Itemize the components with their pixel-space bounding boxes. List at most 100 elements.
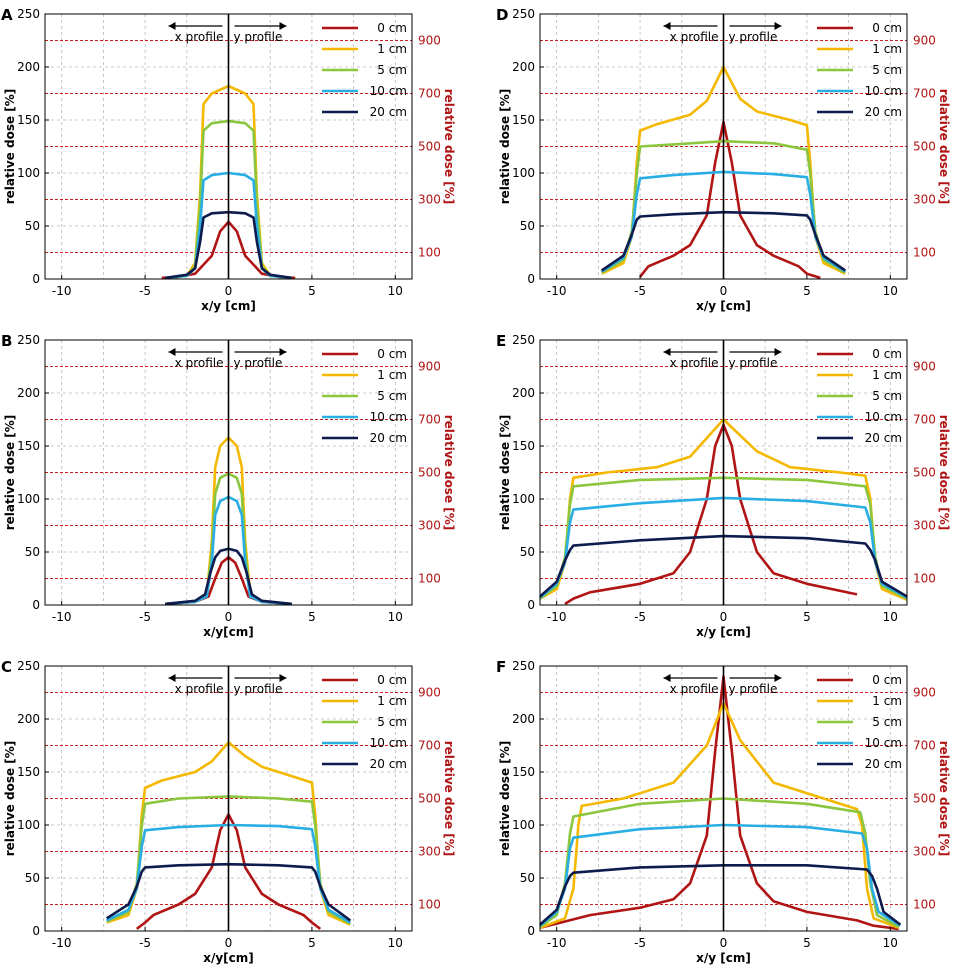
y-right-tick-label: 900 xyxy=(418,686,441,700)
y-axis-label: relative dose [%] xyxy=(3,89,17,205)
y-axis-label: relative dose [%] xyxy=(3,415,17,531)
legend-label: 20 cm xyxy=(370,105,407,119)
y-right-tick-label: 100 xyxy=(913,898,936,912)
y-tick-label: 250 xyxy=(17,333,40,347)
panel-a: A-10 -5 0 5 10050100150200250100300500700900… xyxy=(1,6,456,313)
panel-c: C-10 -5 0 5 10050100150200250100300500700900… xyxy=(1,658,456,965)
y-tick-label: 200 xyxy=(17,60,40,74)
y-profile-arrowhead xyxy=(774,22,782,30)
y-tick-label: 150 xyxy=(512,439,535,453)
legend-label: 5 cm xyxy=(377,715,407,729)
y-tick-label: 50 xyxy=(25,871,40,885)
y-right-tick-label: 700 xyxy=(418,739,441,753)
x-tick-label: 5 xyxy=(308,936,316,950)
y-tick-label: 200 xyxy=(17,712,40,726)
y-tick-label: 50 xyxy=(520,871,535,885)
x-tick-label: 10 xyxy=(388,284,403,298)
legend-label: 0 cm xyxy=(377,21,407,35)
y-tick-label: 150 xyxy=(17,113,40,127)
y-right-tick-label: 500 xyxy=(418,140,441,154)
series-line-5cm xyxy=(539,797,900,928)
x-tick-label: 5 xyxy=(803,610,811,624)
series-line-1cm xyxy=(539,701,900,930)
y-axis-label: relative dose [%] xyxy=(498,741,512,857)
y-profile-label: y profile xyxy=(234,682,283,696)
x-tick-label: 0 xyxy=(720,284,728,298)
y-right-tick-label: 100 xyxy=(418,572,441,586)
x-profile-label: x profile xyxy=(175,682,224,696)
y-profile-label: y profile xyxy=(234,356,283,370)
legend-label: 20 cm xyxy=(865,105,902,119)
x-tick-label: -10 xyxy=(52,610,72,624)
y-right-axis-label: relative dose [%] xyxy=(937,741,951,857)
y-right-tick-label: 500 xyxy=(418,466,441,480)
legend-label: 1 cm xyxy=(872,368,902,382)
y-tick-label: 50 xyxy=(520,219,535,233)
y-profile-arrowhead xyxy=(774,674,782,682)
legend-label: 10 cm xyxy=(865,84,902,98)
y-right-tick-label: 700 xyxy=(913,87,936,101)
y-right-tick-label: 300 xyxy=(913,845,936,859)
y-tick-label: 0 xyxy=(527,598,535,612)
x-tick-label: 5 xyxy=(803,936,811,950)
x-axis-label: x/y [cm] xyxy=(696,625,751,639)
x-profile-label: x profile xyxy=(175,30,224,44)
x-tick-label: -10 xyxy=(547,284,567,298)
x-tick-label: -5 xyxy=(139,610,151,624)
x-axis-label: x/y [cm] xyxy=(696,299,751,313)
x-axis-label: x/y [cm] xyxy=(201,299,256,313)
y-tick-label: 150 xyxy=(512,113,535,127)
legend-label: 1 cm xyxy=(872,694,902,708)
panel-letter: D xyxy=(496,6,508,24)
x-profile-label: x profile xyxy=(670,356,719,370)
y-tick-label: 250 xyxy=(512,659,535,673)
y-tick-label: 50 xyxy=(25,545,40,559)
x-profile-arrowhead xyxy=(663,348,671,356)
y-tick-label: 200 xyxy=(512,712,535,726)
y-tick-label: 0 xyxy=(527,924,535,938)
y-tick-label: 0 xyxy=(32,272,40,286)
legend-label: 0 cm xyxy=(872,21,902,35)
x-profile-label: x profile xyxy=(670,682,719,696)
panel-letter: F xyxy=(496,658,506,676)
legend-label: 5 cm xyxy=(872,63,902,77)
y-axis-label: relative dose [%] xyxy=(3,741,17,857)
x-tick-label: -10 xyxy=(547,610,567,624)
panel-letter: A xyxy=(1,6,13,24)
x-profile-arrowhead xyxy=(663,22,671,30)
y-right-axis-label: relative dose [%] xyxy=(937,89,951,205)
y-tick-label: 100 xyxy=(17,166,40,180)
legend-label: 1 cm xyxy=(377,368,407,382)
x-profile-label: x profile xyxy=(670,30,719,44)
panel-letter: B xyxy=(1,332,12,350)
y-right-tick-label: 700 xyxy=(418,413,441,427)
y-right-tick-label: 500 xyxy=(418,792,441,806)
x-tick-label: -10 xyxy=(52,284,72,298)
y-right-axis-label: relative dose [%] xyxy=(937,415,951,531)
y-profile-label: y profile xyxy=(234,30,283,44)
y-right-tick-label: 100 xyxy=(418,898,441,912)
y-right-tick-label: 700 xyxy=(418,87,441,101)
x-tick-label: 0 xyxy=(225,610,233,624)
legend-label: 5 cm xyxy=(377,389,407,403)
y-tick-label: 100 xyxy=(512,166,535,180)
legend-label: 1 cm xyxy=(872,42,902,56)
y-axis-label: relative dose [%] xyxy=(498,89,512,205)
y-right-axis-label: relative dose [%] xyxy=(442,415,456,531)
legend-label: 5 cm xyxy=(377,63,407,77)
legend-label: 10 cm xyxy=(370,410,407,424)
y-tick-label: 0 xyxy=(527,272,535,286)
panel-letter: E xyxy=(496,332,506,350)
y-profile-arrowhead xyxy=(279,22,287,30)
legend-label: 5 cm xyxy=(872,715,902,729)
legend-label: 10 cm xyxy=(865,736,902,750)
x-tick-label: -5 xyxy=(634,936,646,950)
panel-letter: C xyxy=(1,658,12,676)
y-profile-arrowhead xyxy=(279,674,287,682)
y-tick-label: 250 xyxy=(512,333,535,347)
y-right-tick-label: 900 xyxy=(913,360,936,374)
x-tick-label: 5 xyxy=(308,284,316,298)
x-tick-label: 5 xyxy=(308,610,316,624)
legend-label: 20 cm xyxy=(370,431,407,445)
